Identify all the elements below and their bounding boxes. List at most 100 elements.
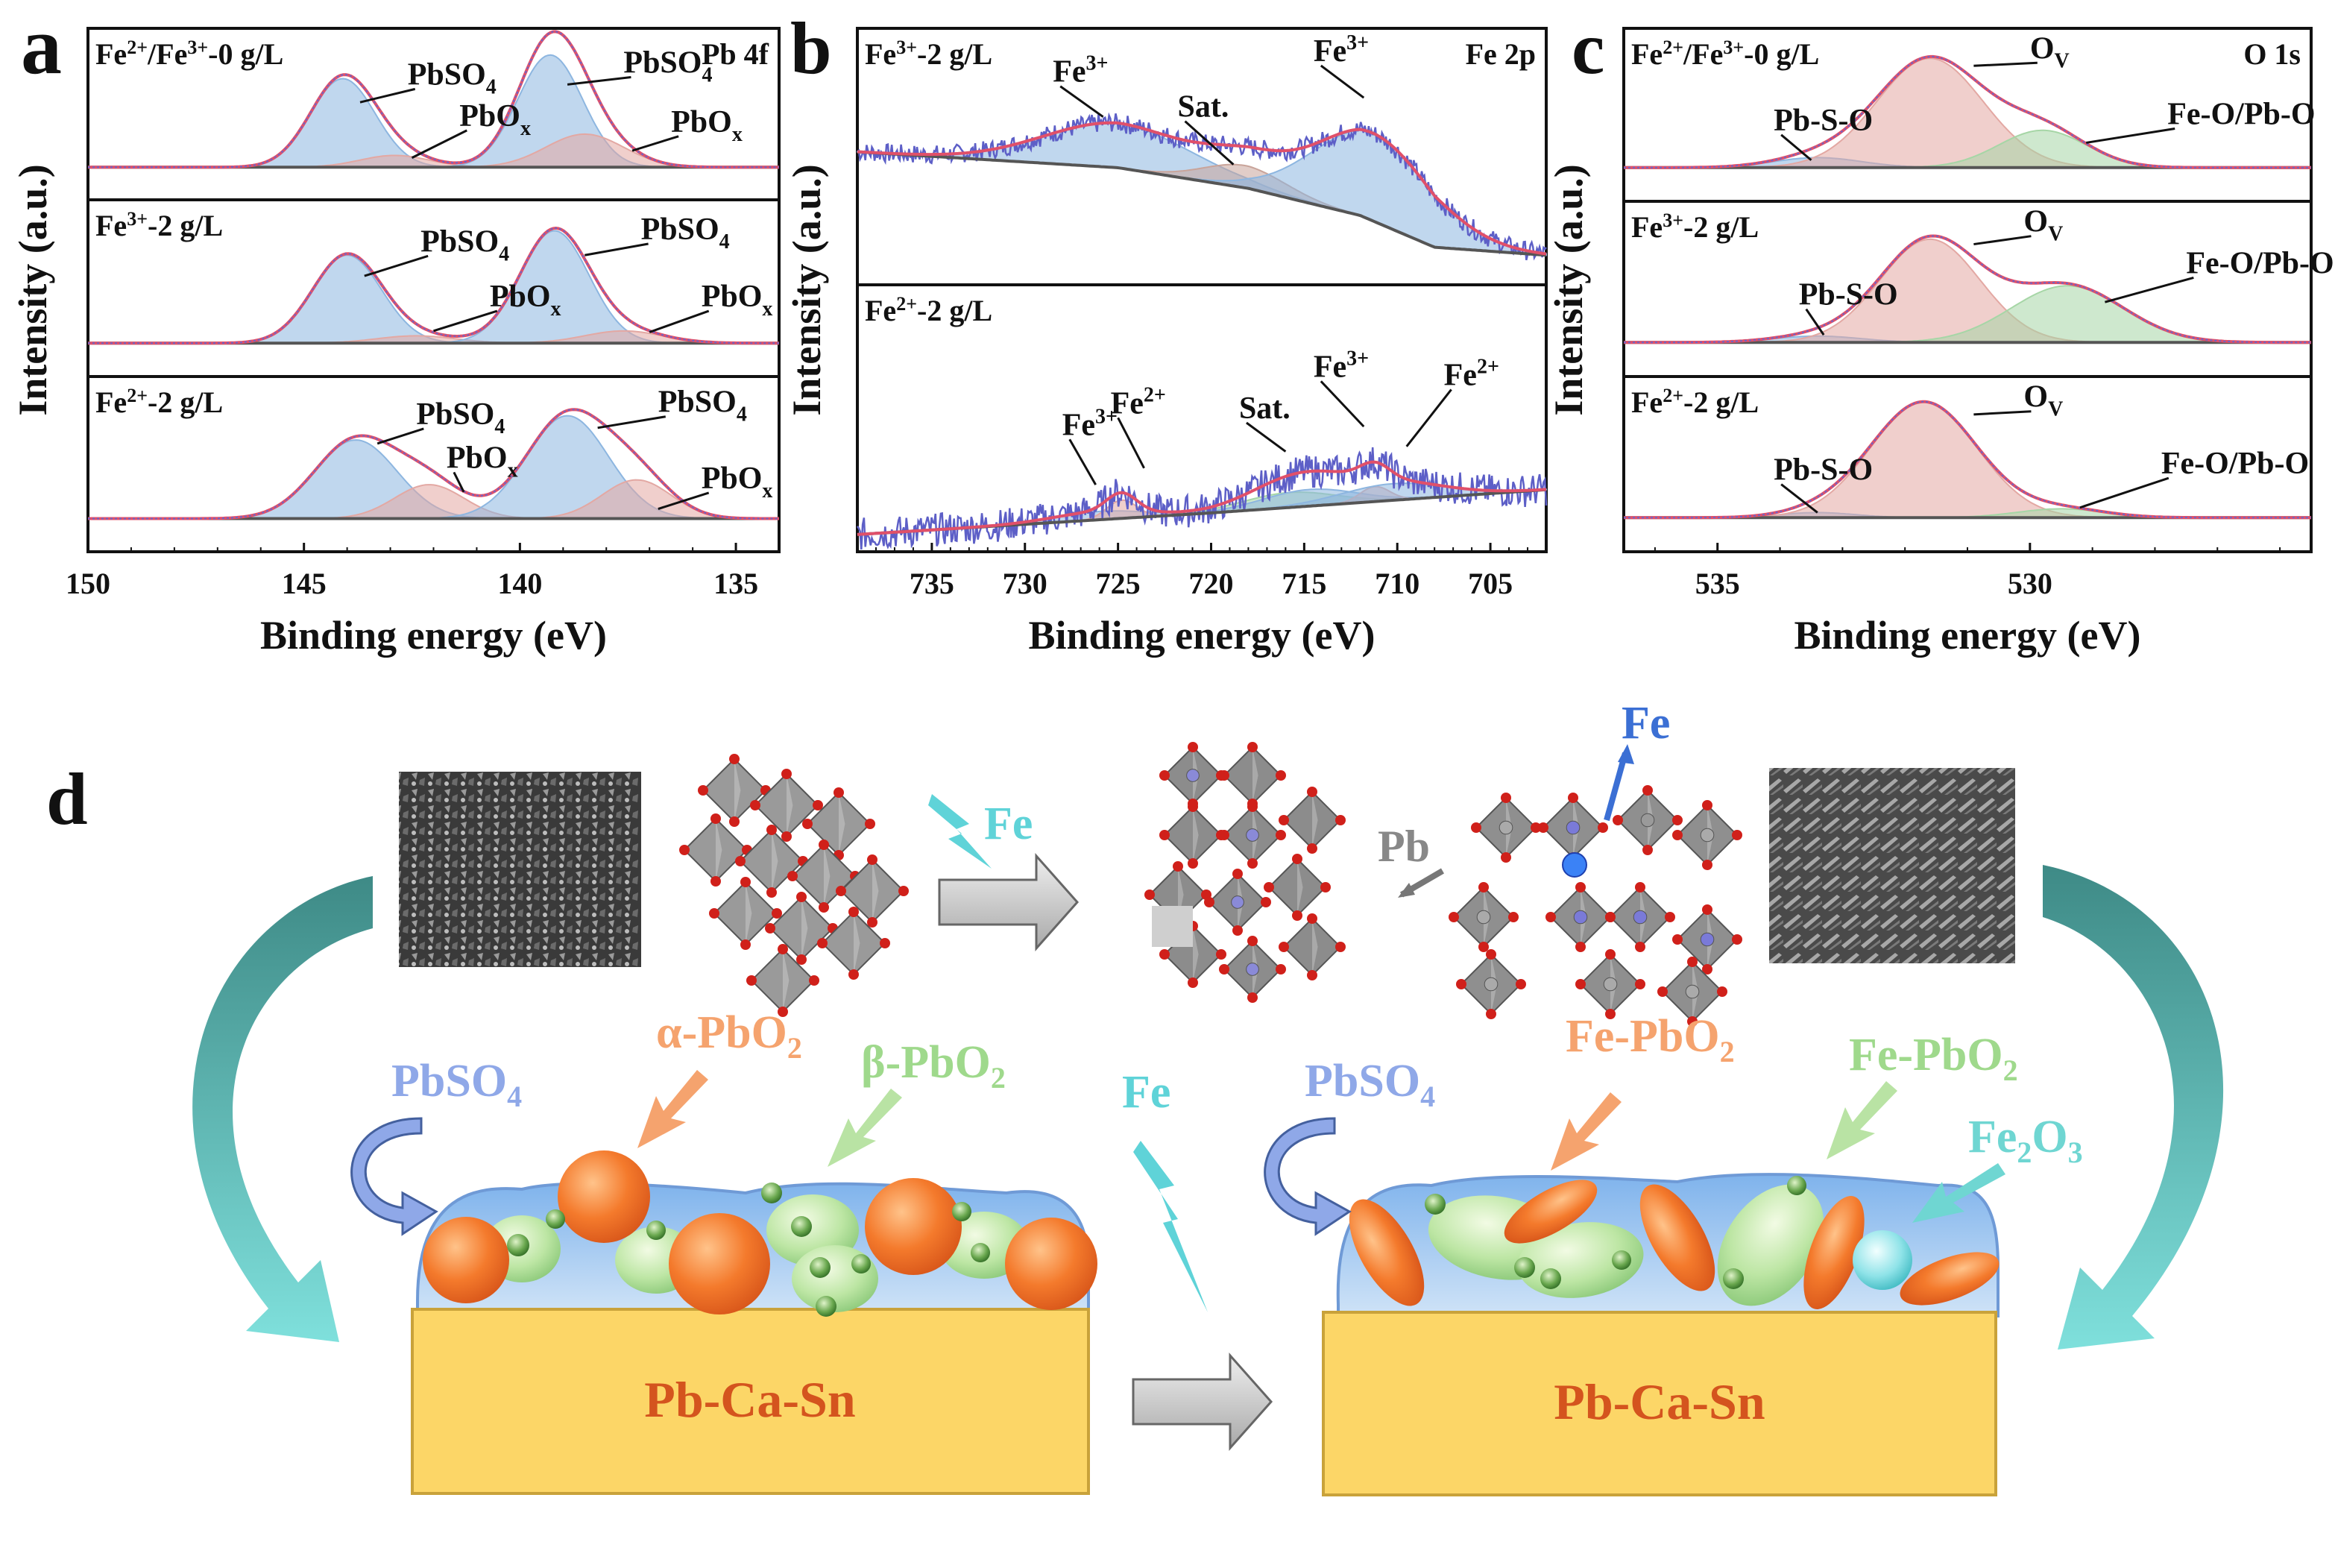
oxygen-atom xyxy=(867,917,877,928)
oxygen-atom xyxy=(1276,830,1286,840)
x-tick-label: 140 xyxy=(497,567,542,600)
annotation-arrow xyxy=(1068,438,1097,485)
annotation-label: PbSO4 xyxy=(641,212,730,254)
oxygen-atom xyxy=(787,871,798,881)
oxygen-atom xyxy=(880,938,890,948)
annotation-arrow xyxy=(1184,120,1235,166)
oxygen-atom xyxy=(710,813,721,824)
cycle-arrow-left xyxy=(192,876,373,1342)
subplot-label: Fe3+-2 g/L xyxy=(1631,210,1759,244)
oxygen-atom xyxy=(778,944,788,954)
oxygen-atom xyxy=(1247,742,1258,752)
particles-left xyxy=(423,1150,1097,1317)
octahedron xyxy=(746,944,819,1017)
y-axis-label: Intensity (a.u.) xyxy=(10,164,55,416)
oxygen-atom xyxy=(834,787,844,798)
raw-spectrum-line xyxy=(88,31,779,169)
subplot-label: Fe2+/Fe3+-0 g/L xyxy=(1631,37,1819,71)
oxygen-atom xyxy=(1219,830,1229,840)
octahedron xyxy=(1219,742,1286,809)
annotation-label: Fe3+ xyxy=(1314,31,1369,69)
panel-d-schematic: Fe Pb Fe Fe Pb-Ca-Sn Pb-Ca-Sn xyxy=(192,698,2224,1496)
oxygen-atom xyxy=(740,939,751,950)
oxygen-atom xyxy=(1486,949,1496,960)
oxygen-atom xyxy=(867,854,877,865)
oxygen-atom xyxy=(796,954,807,965)
annotation-label: PbSO4 xyxy=(623,46,712,87)
oxygen-atom xyxy=(809,975,819,986)
oxygen-atom xyxy=(1486,1009,1496,1019)
oxygen-atom xyxy=(1279,815,1289,825)
annotation-arrow xyxy=(1780,483,1818,514)
oxygen-atom xyxy=(1188,977,1198,988)
annotation-arrow xyxy=(631,135,679,152)
oxygen-atom xyxy=(1613,815,1623,825)
oxygen-atom xyxy=(1188,742,1198,752)
oxygen-atom xyxy=(1575,942,1586,952)
annotation-label: PbOx xyxy=(671,105,743,146)
oxygen-atom xyxy=(1307,913,1317,924)
octahedron xyxy=(698,754,771,827)
annotation-arrow xyxy=(1405,388,1452,447)
oxygen-atom xyxy=(836,886,846,896)
annotation-arrow xyxy=(1246,421,1287,453)
annotation-arrow xyxy=(1780,133,1812,161)
annotation-arrow xyxy=(376,427,424,445)
oxygen-atom xyxy=(778,1007,788,1017)
panel-label-c: c xyxy=(1572,7,1604,89)
sem-image-left xyxy=(399,772,641,967)
octahedron xyxy=(1159,742,1226,809)
octahedron xyxy=(735,825,808,898)
fitted-envelope-line xyxy=(857,121,1547,256)
oxygen-atom xyxy=(1456,979,1466,989)
oxygen-atom xyxy=(698,785,708,796)
octahedron xyxy=(1471,793,1541,863)
annotation-arrow xyxy=(649,309,710,333)
octahedron xyxy=(1279,913,1346,980)
oxygen-atom xyxy=(1657,986,1668,997)
substrate-right-label: Pb-Ca-Sn xyxy=(1554,1373,1765,1430)
corner-label: O 1s xyxy=(2243,37,2301,71)
annotation-label: Fe3+ xyxy=(1314,347,1369,384)
background-line xyxy=(857,150,1547,257)
oxygen-atom xyxy=(1635,882,1645,892)
oxygen-atom xyxy=(740,877,751,887)
fepbo2-arrow-a xyxy=(1551,1092,1622,1171)
substrate-left-label: Pb-Ca-Sn xyxy=(644,1371,855,1428)
fe-label-middle: Fe xyxy=(1122,1067,1170,1118)
corner-label: Pb 4f xyxy=(702,37,769,71)
subplot-label: Fe2+-2 g/L xyxy=(865,293,992,327)
annotation-arrow xyxy=(2079,476,2169,509)
oxygen-atom xyxy=(796,892,807,902)
octahedron xyxy=(709,877,782,950)
substrate-left xyxy=(411,1308,1090,1495)
fe-up-arrow xyxy=(1604,752,1628,822)
oxygen-atom xyxy=(1232,925,1243,936)
oxygen-atom xyxy=(735,856,746,866)
oxygen-atom xyxy=(1204,897,1214,907)
vacancy-block xyxy=(1152,906,1193,947)
oxygen-atom xyxy=(865,819,875,829)
fe-pbo2-label-b: Fe-PbO2 xyxy=(1849,1030,2018,1087)
panel-b-fe2p: Fe3+-2 g/L Fe 2p Fe3+ Sat. Fe3+ Fe2+-2 g/L Fe3… xyxy=(784,27,1548,658)
annotation-arrow xyxy=(411,129,467,159)
annotation-label: PbSO4 xyxy=(408,57,497,98)
curl-arrow-left xyxy=(350,1117,438,1236)
oxygen-atom xyxy=(1575,979,1586,989)
annotation-label: OV xyxy=(2023,205,2063,246)
octahedron xyxy=(1279,787,1346,854)
annotation-label: OV xyxy=(2030,31,2070,72)
oxygen-atom xyxy=(1261,897,1271,907)
oxygen-atom xyxy=(1672,830,1683,840)
annotation-label: Fe3+ xyxy=(1053,52,1108,89)
annotation-arrow xyxy=(1973,61,2038,67)
oxygen-atom xyxy=(781,769,792,779)
annotation-arrow xyxy=(658,491,710,510)
process-arrow-top xyxy=(938,853,1080,951)
octahedron xyxy=(836,854,909,928)
oxygen-atom xyxy=(1538,822,1548,833)
annotation-arrow xyxy=(597,415,667,429)
lightning-icon-top xyxy=(928,794,992,869)
annotation-arrow xyxy=(433,309,498,333)
oxygen-atom xyxy=(1605,912,1616,922)
